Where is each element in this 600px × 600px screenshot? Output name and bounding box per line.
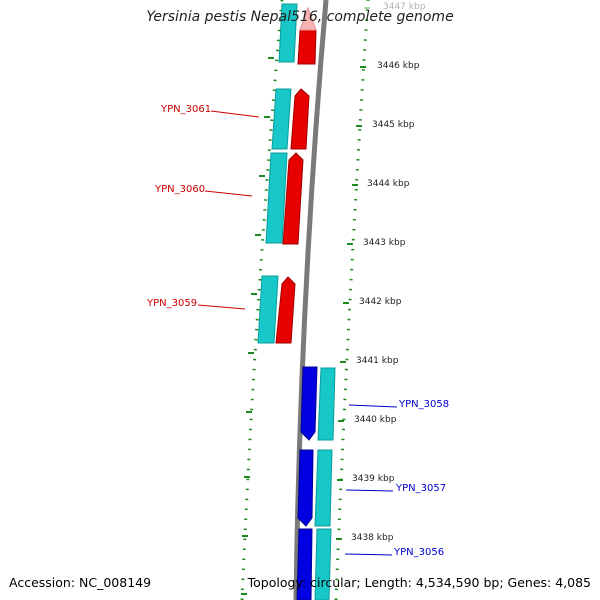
leader-line-ypn3057	[345, 489, 394, 492]
reverse-gene-bar	[314, 528, 332, 600]
leader-line-ypn3060	[204, 190, 253, 197]
reverse-gene-bar	[317, 367, 336, 441]
outer-dotted-ring	[240, 0, 284, 600]
ruler-tick-label: 3447 kbp	[383, 2, 426, 12]
accession-text: Accession: NC_008149	[9, 575, 152, 590]
forward-cds-arrow	[290, 88, 310, 150]
forward-gene-block-ypn3059[interactable]	[257, 275, 296, 344]
gene-label-ypn3061[interactable]: YPN_3061	[161, 104, 212, 115]
gene-label-ypn3058[interactable]: YPN_3058	[399, 399, 450, 410]
forward-cds-arrow	[275, 276, 296, 344]
leader-line-ypn3059	[197, 304, 246, 310]
ruler-tick-label: 3441 kbp	[356, 356, 399, 366]
ruler-tick-label: 3438 kbp	[351, 533, 394, 543]
gene-label-ypn3060[interactable]: YPN_3060	[155, 184, 206, 195]
reverse-gene-block-ypn3058[interactable]	[300, 366, 336, 441]
forward-cds-arrow-faded	[299, 6, 317, 31]
forward-cds-arrow	[297, 29, 317, 65]
forward-gene-bar	[278, 3, 298, 63]
ruler-tick-label: 3443 kbp	[363, 238, 406, 248]
forward-gene-block-ypn3060[interactable]	[265, 152, 304, 245]
ruler-tick-label: 3439 kbp	[352, 474, 395, 484]
ruler-tick-label: 3445 kbp	[372, 120, 415, 130]
reverse-gene-block-ypn3056[interactable]	[296, 528, 332, 600]
reverse-cds-arrow	[297, 449, 314, 527]
forward-gene-bar	[265, 152, 288, 244]
ruler-tick-label: 3444 kbp	[367, 179, 410, 189]
reverse-cds-arrow	[296, 528, 313, 600]
forward-gene-block-top[interactable]	[278, 3, 317, 65]
forward-gene-bar	[271, 88, 292, 150]
genome-summary-text: Topology: circular; Length: 4,534,590 bp…	[247, 575, 591, 590]
forward-gene-block-ypn3061[interactable]	[271, 88, 310, 150]
outer-ring-ticks	[241, 57, 274, 595]
gene-label-ypn3056[interactable]: YPN_3056	[394, 547, 445, 558]
ruler-tick-label: 3446 kbp	[377, 61, 420, 71]
forward-gene-bar	[257, 275, 279, 344]
leader-line-ypn3058	[348, 404, 398, 408]
gene-label-ypn3059[interactable]: YPN_3059	[147, 298, 198, 309]
ruler-major-ticks	[336, 7, 370, 540]
forward-cds-arrow	[282, 152, 304, 245]
leader-line-ypn3061	[210, 110, 260, 118]
inner-dotted-ring	[334, 0, 370, 600]
reverse-gene-block-ypn3057[interactable]	[297, 449, 333, 527]
ruler-tick-label: 3442 kbp	[359, 297, 402, 307]
reverse-gene-bar	[314, 449, 333, 527]
leader-line-ypn3056	[344, 553, 393, 556]
gene-label-ypn3057[interactable]: YPN_3057	[396, 483, 447, 494]
map-title: Yersinia pestis Nepal516, complete genom…	[146, 9, 454, 25]
ruler-tick-label: 3440 kbp	[354, 415, 397, 425]
reverse-cds-arrow	[300, 366, 318, 441]
